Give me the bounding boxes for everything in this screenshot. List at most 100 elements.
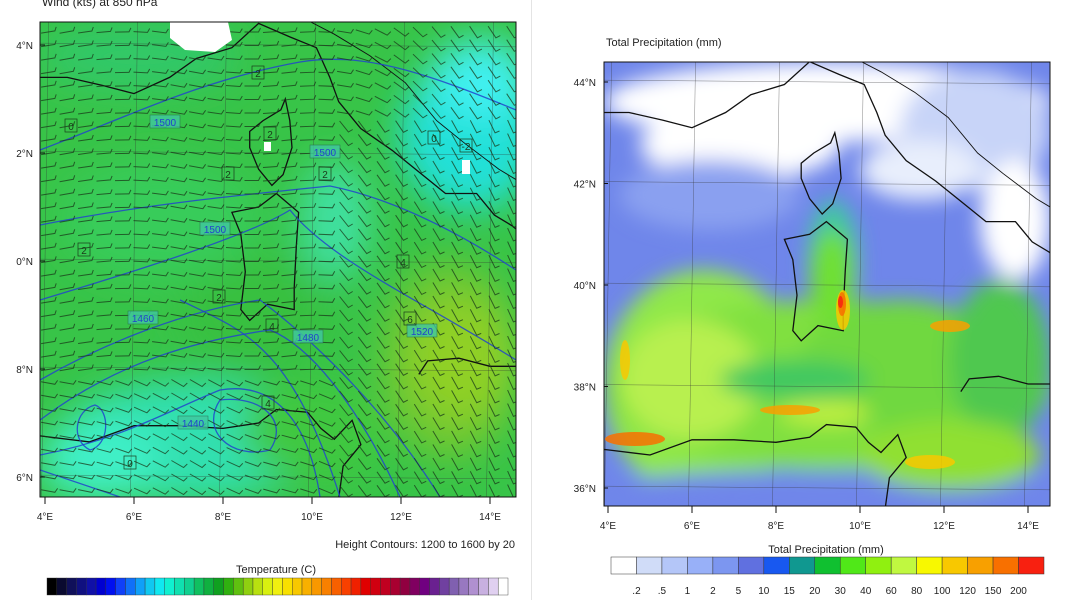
wind-barb — [78, 256, 94, 263]
wind-barb — [133, 203, 151, 209]
contour-label: 1500 — [314, 148, 337, 159]
wind-barb — [507, 295, 516, 310]
wind-barb — [281, 488, 299, 494]
wind-barb — [96, 94, 113, 101]
wind-barb — [488, 160, 500, 174]
wind-barb — [450, 53, 464, 66]
wind-barb — [469, 174, 482, 188]
wind-barb — [299, 108, 317, 114]
wind-barb — [281, 216, 298, 223]
wind-barb — [376, 134, 390, 147]
wind-barb — [59, 364, 76, 372]
wind-barb — [59, 488, 77, 493]
wind-barb — [152, 96, 169, 101]
wind-barb — [281, 461, 299, 467]
wind-barb — [133, 420, 151, 427]
wind-barb — [488, 254, 500, 269]
wind-barb — [374, 82, 392, 90]
precipitation-maximum — [838, 292, 846, 316]
y-tick-label: 4°N — [16, 41, 33, 52]
wind-barb — [262, 243, 280, 249]
wind-barb — [244, 95, 261, 100]
colorbar-swatch — [301, 577, 313, 596]
wind-barb — [78, 107, 94, 115]
wind-barb — [189, 150, 207, 156]
wind-barb — [395, 363, 409, 376]
colorbar-swatch — [814, 556, 841, 575]
wind-barb — [339, 134, 353, 147]
colorbar-swatch — [763, 556, 790, 575]
precipitation-maximum — [930, 320, 970, 332]
wind-barb — [152, 325, 169, 331]
wind-barb — [395, 282, 409, 295]
wind-barb — [170, 285, 188, 291]
colorbar-label: 20 — [809, 586, 821, 597]
wind-barb — [207, 177, 225, 183]
wind-barb — [357, 242, 372, 255]
wind-barb — [357, 323, 372, 336]
wind-barb — [133, 474, 151, 481]
wind-barb — [96, 162, 113, 169]
colorbar-swatch — [184, 577, 195, 596]
wind-barb — [207, 352, 225, 358]
wind-barb — [189, 326, 207, 331]
wind-barb — [262, 202, 280, 209]
wind-barb — [432, 457, 445, 471]
wind-barb — [339, 201, 353, 214]
precipitation-blob — [860, 420, 1040, 490]
wind-barb — [96, 121, 113, 128]
wind-barb — [96, 135, 113, 142]
wind-barb — [469, 106, 483, 120]
wind-barb — [357, 309, 372, 322]
wind-barb — [114, 230, 132, 236]
wind-barb — [339, 174, 353, 187]
temperature-label-box — [459, 138, 473, 153]
wind-barb — [41, 94, 57, 102]
wind-barb — [281, 380, 299, 386]
colorbar-swatch — [916, 556, 943, 575]
wind-barb — [170, 298, 188, 304]
wind-barb — [281, 351, 298, 358]
wind-barb — [318, 55, 336, 60]
wind-barb — [41, 461, 59, 466]
wind-barb — [488, 362, 500, 377]
wind-barb — [469, 417, 482, 431]
temperature-blob — [40, 420, 160, 497]
wind-barb — [170, 190, 188, 196]
wind-barb — [78, 488, 96, 493]
wind-barb — [262, 94, 280, 101]
wind-barb — [189, 123, 207, 129]
wind-barb — [225, 284, 243, 290]
precipitation-blob — [860, 140, 980, 200]
wind-barb — [374, 68, 392, 77]
wind-barb — [189, 473, 207, 482]
wind-barb — [59, 67, 76, 75]
wind-barb — [488, 187, 500, 201]
wind-barb — [59, 229, 76, 237]
wind-barb — [133, 284, 151, 290]
meridian-line — [772, 62, 780, 506]
wind-barb — [357, 215, 372, 228]
wind-barb — [432, 214, 445, 228]
wind-barb — [244, 122, 261, 127]
precipitation-blob — [780, 400, 870, 425]
wind-barb — [244, 257, 261, 262]
precipitation-blob — [808, 200, 858, 320]
wind-barb — [393, 108, 410, 118]
wind-barb — [374, 41, 392, 50]
wind-barb — [506, 93, 516, 106]
precipitation-colorbar: .2 .5 1 2 5 10 15 20 30 40 60 80 100 120 150 200 — [610, 556, 1045, 597]
colorbar-swatch — [164, 577, 175, 596]
wind-barb — [41, 337, 57, 345]
wind-barb — [189, 69, 207, 75]
wind-barb — [59, 269, 76, 277]
wind-barb — [318, 365, 336, 371]
wind-barb — [41, 40, 57, 48]
wind-barb — [133, 217, 151, 222]
wind-barb — [299, 243, 317, 249]
wind-barb — [355, 29, 373, 35]
wind-barb — [281, 121, 298, 128]
wind-barb — [412, 94, 428, 105]
wind-barb — [96, 67, 113, 74]
temperature-blob — [300, 160, 370, 280]
